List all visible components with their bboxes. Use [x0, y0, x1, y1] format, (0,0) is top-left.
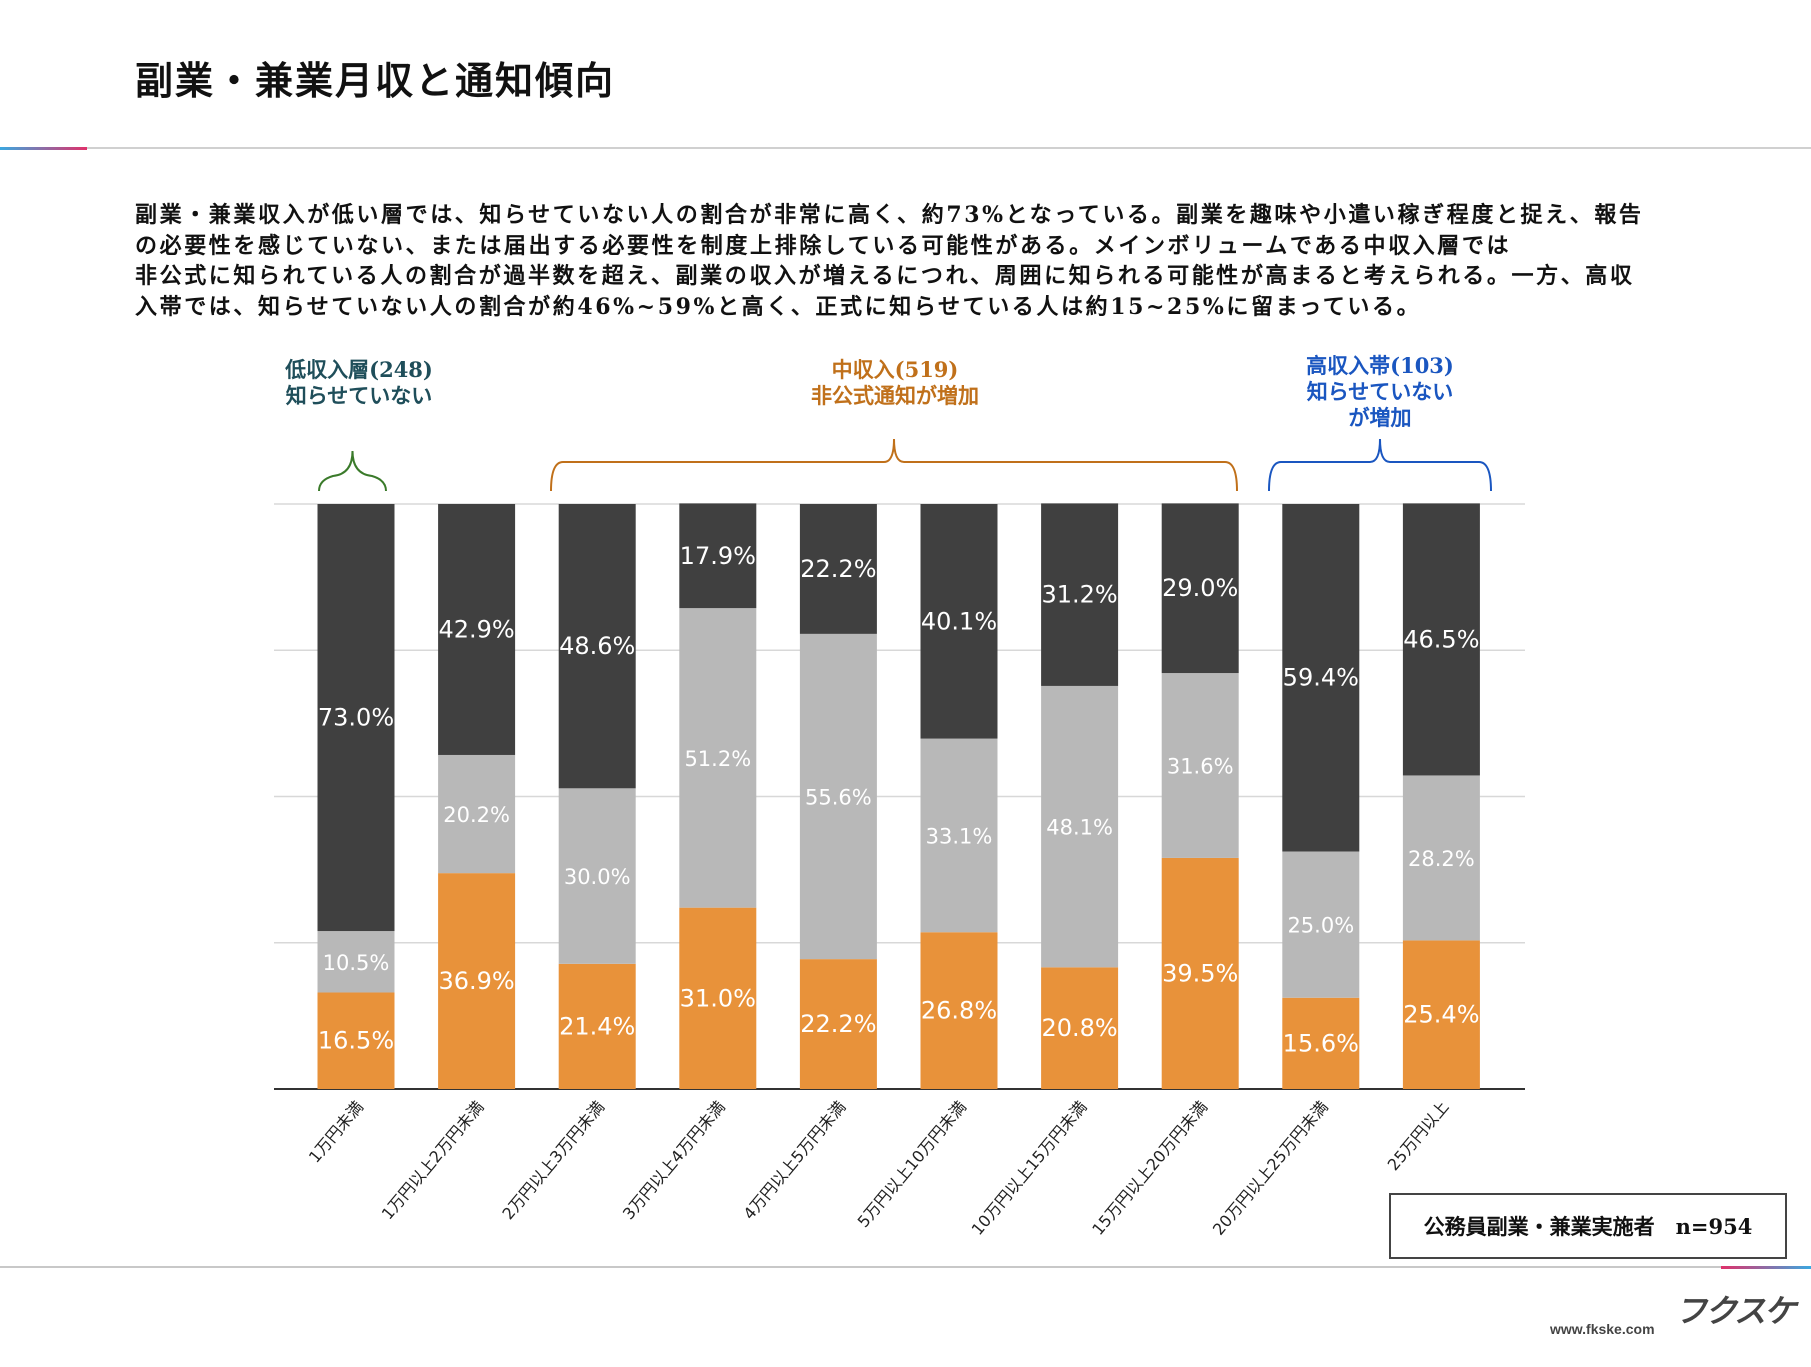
bar-segment: [438, 754, 516, 874]
bar-segment: [1282, 504, 1360, 852]
data-label: 36.9%: [438, 967, 514, 995]
bar-segment: [1402, 503, 1480, 776]
group-brace: [318, 450, 387, 492]
data-label: 17.9%: [680, 542, 756, 570]
description-line: の必要性を感じていない、または届出する必要性を制度上排除している可能性がある。メ…: [135, 232, 1512, 259]
x-tick-label: 1万円未満: [305, 1097, 367, 1166]
x-tick-label: 4万円以上5万円未満: [740, 1097, 850, 1223]
header-accent: [0, 147, 87, 150]
data-label: 28.2%: [1408, 847, 1475, 871]
x-tick-label: 3万円以上4万円未満: [619, 1097, 729, 1223]
bar-segment: [920, 932, 998, 1089]
bar-segment: [1402, 775, 1480, 941]
bar-segment: [1161, 673, 1239, 858]
bar-segment: [1402, 940, 1480, 1089]
data-label: 22.2%: [800, 555, 876, 583]
annotation-line: 知らせていない: [285, 383, 433, 408]
description-line: 副業・兼業収入が低い層では、知らせていない人の割合が非常に高く、約73%となって…: [135, 202, 1644, 228]
bar-segment: [438, 504, 516, 755]
data-label: 31.2%: [1041, 581, 1117, 609]
bar-segment: [438, 873, 516, 1089]
bar-segment: [1161, 857, 1239, 1089]
bar-segment: [799, 959, 877, 1089]
annotation-line: 知らせていない: [1306, 379, 1454, 404]
data-label: 15.6%: [1283, 1029, 1359, 1057]
description: 副業・兼業収入が低い層では、知らせていない人の割合が非常に高く、約73%となって…: [135, 200, 1695, 322]
bar-segment: [317, 931, 395, 993]
data-label: 20.2%: [443, 803, 510, 827]
page-title: 副業・兼業月収と通知傾向: [135, 58, 616, 103]
x-tick-label: 10万円以上15万円未満: [968, 1097, 1091, 1238]
group-annotation: 高収入帯(103) 知らせていない が増加: [1306, 353, 1454, 431]
bar-segment: [920, 738, 998, 933]
x-tick-label: 5万円以上10万円未満: [854, 1097, 970, 1231]
group-annotation: 低収入層(248) 知らせていない: [285, 357, 433, 409]
data-label: 29.0%: [1162, 574, 1238, 602]
data-label: 59.4%: [1283, 664, 1359, 692]
bar-segment: [558, 963, 636, 1089]
site-url: www.fkske.com: [1550, 1321, 1655, 1337]
data-label: 42.9%: [438, 615, 514, 643]
data-label: 25.0%: [1287, 914, 1354, 938]
bar-segment: [1161, 503, 1239, 674]
bar-segment: [679, 503, 757, 609]
description-line: 入帯では、知らせていない人の割合が約46%~59%と高く、正式に知らせている人は…: [135, 293, 1422, 320]
description-line: 非公式に知られている人の割合が過半数を超え、副業の収入が増えるにつれ、周囲に知ら…: [135, 263, 1635, 289]
bar-segment: [679, 907, 757, 1089]
annotation-line: 高収入帯(103): [1306, 353, 1454, 378]
data-label: 39.5%: [1162, 959, 1238, 987]
bar-segment: [1041, 685, 1119, 968]
data-label: 31.6%: [1167, 754, 1234, 778]
bar-segment: [317, 992, 395, 1089]
bar-segment: [1282, 997, 1360, 1089]
x-tick-label: 1万円以上2万円未満: [378, 1097, 488, 1223]
annotation-line: が増加: [1348, 405, 1412, 430]
data-label: 25.4%: [1403, 1001, 1479, 1029]
bar-segment: [799, 633, 877, 960]
data-label: 40.1%: [921, 607, 997, 635]
bar-segment: [1041, 503, 1119, 686]
sample-size-box: 公務員副業・兼業実施者 n=954: [1389, 1193, 1787, 1259]
data-label: 55.6%: [805, 786, 872, 810]
group-annotation: 中収入(519) 非公式通知が増加: [811, 357, 979, 409]
bar-segment: [920, 504, 998, 739]
data-label: 16.5%: [318, 1027, 394, 1055]
group-brace: [1268, 438, 1492, 492]
x-tick-label: 2万円以上3万円未満: [498, 1097, 608, 1223]
bar-segment: [317, 504, 395, 932]
data-label: 73.0%: [318, 704, 394, 732]
x-tick-label: 15万円以上20万円未満: [1088, 1097, 1211, 1238]
annotation-line: 低収入層(248): [285, 357, 433, 382]
bar-segment: [1282, 851, 1360, 998]
data-label: 26.8%: [921, 997, 997, 1025]
group-brace: [550, 438, 1238, 492]
data-label: 51.2%: [684, 747, 751, 771]
data-label: 46.5%: [1403, 625, 1479, 653]
annotation-line: 中収入(519): [831, 357, 959, 382]
bar-segment: [679, 608, 757, 908]
data-label: 20.8%: [1041, 1014, 1117, 1042]
data-label: 21.4%: [559, 1012, 635, 1040]
data-label: 31.0%: [680, 984, 756, 1012]
data-label: 48.1%: [1046, 816, 1113, 840]
brand-logo: フクスケ: [1675, 1292, 1796, 1330]
bar-segment: [558, 788, 636, 964]
x-tick-label: 25万円以上: [1384, 1097, 1453, 1174]
header-divider: [0, 147, 1811, 149]
data-label: 48.6%: [559, 632, 635, 660]
bar-segment: [558, 504, 636, 789]
data-label: 22.2%: [800, 1010, 876, 1038]
annotation-line: 非公式通知が増加: [811, 383, 979, 408]
footer-divider: [0, 1266, 1811, 1268]
data-label: 33.1%: [926, 824, 993, 848]
data-label: 30.0%: [564, 865, 631, 889]
data-label: 10.5%: [323, 951, 390, 975]
bar-segment: [799, 504, 877, 634]
footer-accent: [1721, 1266, 1811, 1269]
bar-segment: [1041, 967, 1119, 1089]
x-tick-label: 20万円以上25万円未満: [1209, 1097, 1332, 1238]
